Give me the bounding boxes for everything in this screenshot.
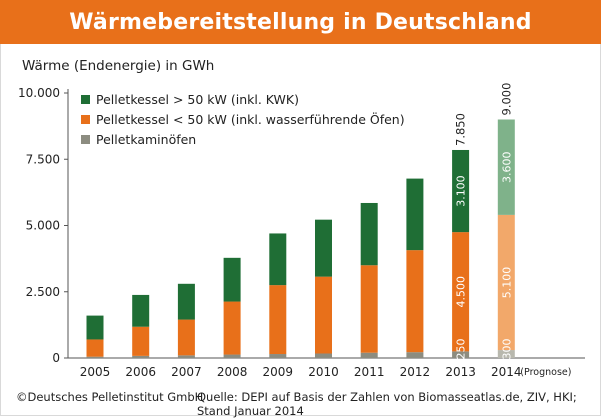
bar-segment bbox=[497, 214, 515, 351]
total-label: 7.850 bbox=[454, 113, 468, 146]
data-label: 3.100 bbox=[455, 175, 468, 207]
bar-segment bbox=[406, 352, 424, 358]
data-label: 3.600 bbox=[500, 151, 513, 183]
y-tick-label: 5.000 bbox=[26, 219, 60, 233]
x-tick-label: 2012 bbox=[400, 365, 431, 379]
bar-segment bbox=[269, 354, 287, 358]
x-tick-label: 2007 bbox=[171, 365, 202, 379]
bar-segment bbox=[177, 355, 195, 358]
x-tick-label: 2006 bbox=[125, 365, 156, 379]
bar-segment bbox=[132, 326, 150, 356]
bar-segment bbox=[269, 285, 287, 355]
legend-swatch bbox=[81, 115, 90, 124]
y-tick-label: 0 bbox=[52, 351, 60, 365]
bar-segment bbox=[132, 355, 150, 358]
bar-segment bbox=[452, 232, 470, 352]
bar-segment bbox=[497, 119, 515, 215]
y-tick-label: 7.500 bbox=[26, 152, 60, 166]
source-note: Quelle: DEPI auf Basis der Zahlen von Bi… bbox=[197, 390, 577, 418]
y-tick-label: 10.000 bbox=[18, 86, 60, 100]
x-tick-label: 2011 bbox=[354, 365, 385, 379]
bar-segment bbox=[132, 294, 150, 327]
bar-segment bbox=[86, 315, 104, 340]
bar-segment bbox=[315, 353, 332, 358]
legend-label: Pelletkessel < 50 kW (inkl. wasserführen… bbox=[96, 111, 405, 127]
bar-segment bbox=[315, 219, 332, 277]
total-label: 9.000 bbox=[499, 83, 513, 116]
copyright-note: ©Deutsches Pelletinstitut GmbH bbox=[16, 390, 204, 404]
bar-segment bbox=[360, 352, 378, 358]
x-tick-label: 2008 bbox=[217, 365, 248, 379]
legend-label: Pelletkessel > 50 kW (inkl. KWK) bbox=[96, 92, 299, 107]
legend-label: Pelletkaminöfen bbox=[96, 132, 196, 147]
bar-segment bbox=[269, 233, 287, 286]
bar-segment bbox=[406, 178, 424, 251]
bar-segment bbox=[360, 265, 378, 353]
x-tick-label: 2009 bbox=[263, 365, 294, 379]
bar-segment bbox=[360, 202, 378, 266]
x-tick-label: 2013 bbox=[445, 365, 476, 379]
y-axis-label: Wärme (Endenergie) in GWh bbox=[22, 58, 215, 74]
bar-segment bbox=[315, 276, 332, 354]
x-tick-note: (Prognose) bbox=[520, 367, 571, 378]
data-label: 250 bbox=[455, 339, 468, 360]
x-tick-label: 2014 bbox=[491, 365, 522, 379]
data-label: 5.100 bbox=[500, 267, 513, 299]
data-label: 4.500 bbox=[455, 276, 468, 308]
bar-segment bbox=[223, 257, 241, 302]
bar-segment bbox=[223, 354, 241, 358]
bar-segment bbox=[406, 250, 424, 353]
legend-swatch bbox=[81, 95, 90, 104]
x-tick-label: 2005 bbox=[80, 365, 111, 379]
bar-segment bbox=[223, 301, 241, 355]
bar-segment bbox=[452, 149, 470, 233]
x-tick-label: 2010 bbox=[308, 365, 339, 379]
legend-swatch bbox=[81, 135, 90, 144]
chart-title: Wärmebereitstellung in Deutschland bbox=[0, 0, 601, 44]
bar-segment bbox=[86, 356, 104, 358]
bar-segment bbox=[177, 319, 195, 356]
bar-segment bbox=[452, 351, 470, 358]
bar-segment bbox=[86, 339, 104, 357]
y-tick-label: 2.500 bbox=[26, 285, 60, 299]
bar-segment bbox=[177, 283, 195, 320]
data-label: 300 bbox=[500, 339, 513, 360]
bar-segment bbox=[497, 350, 515, 358]
